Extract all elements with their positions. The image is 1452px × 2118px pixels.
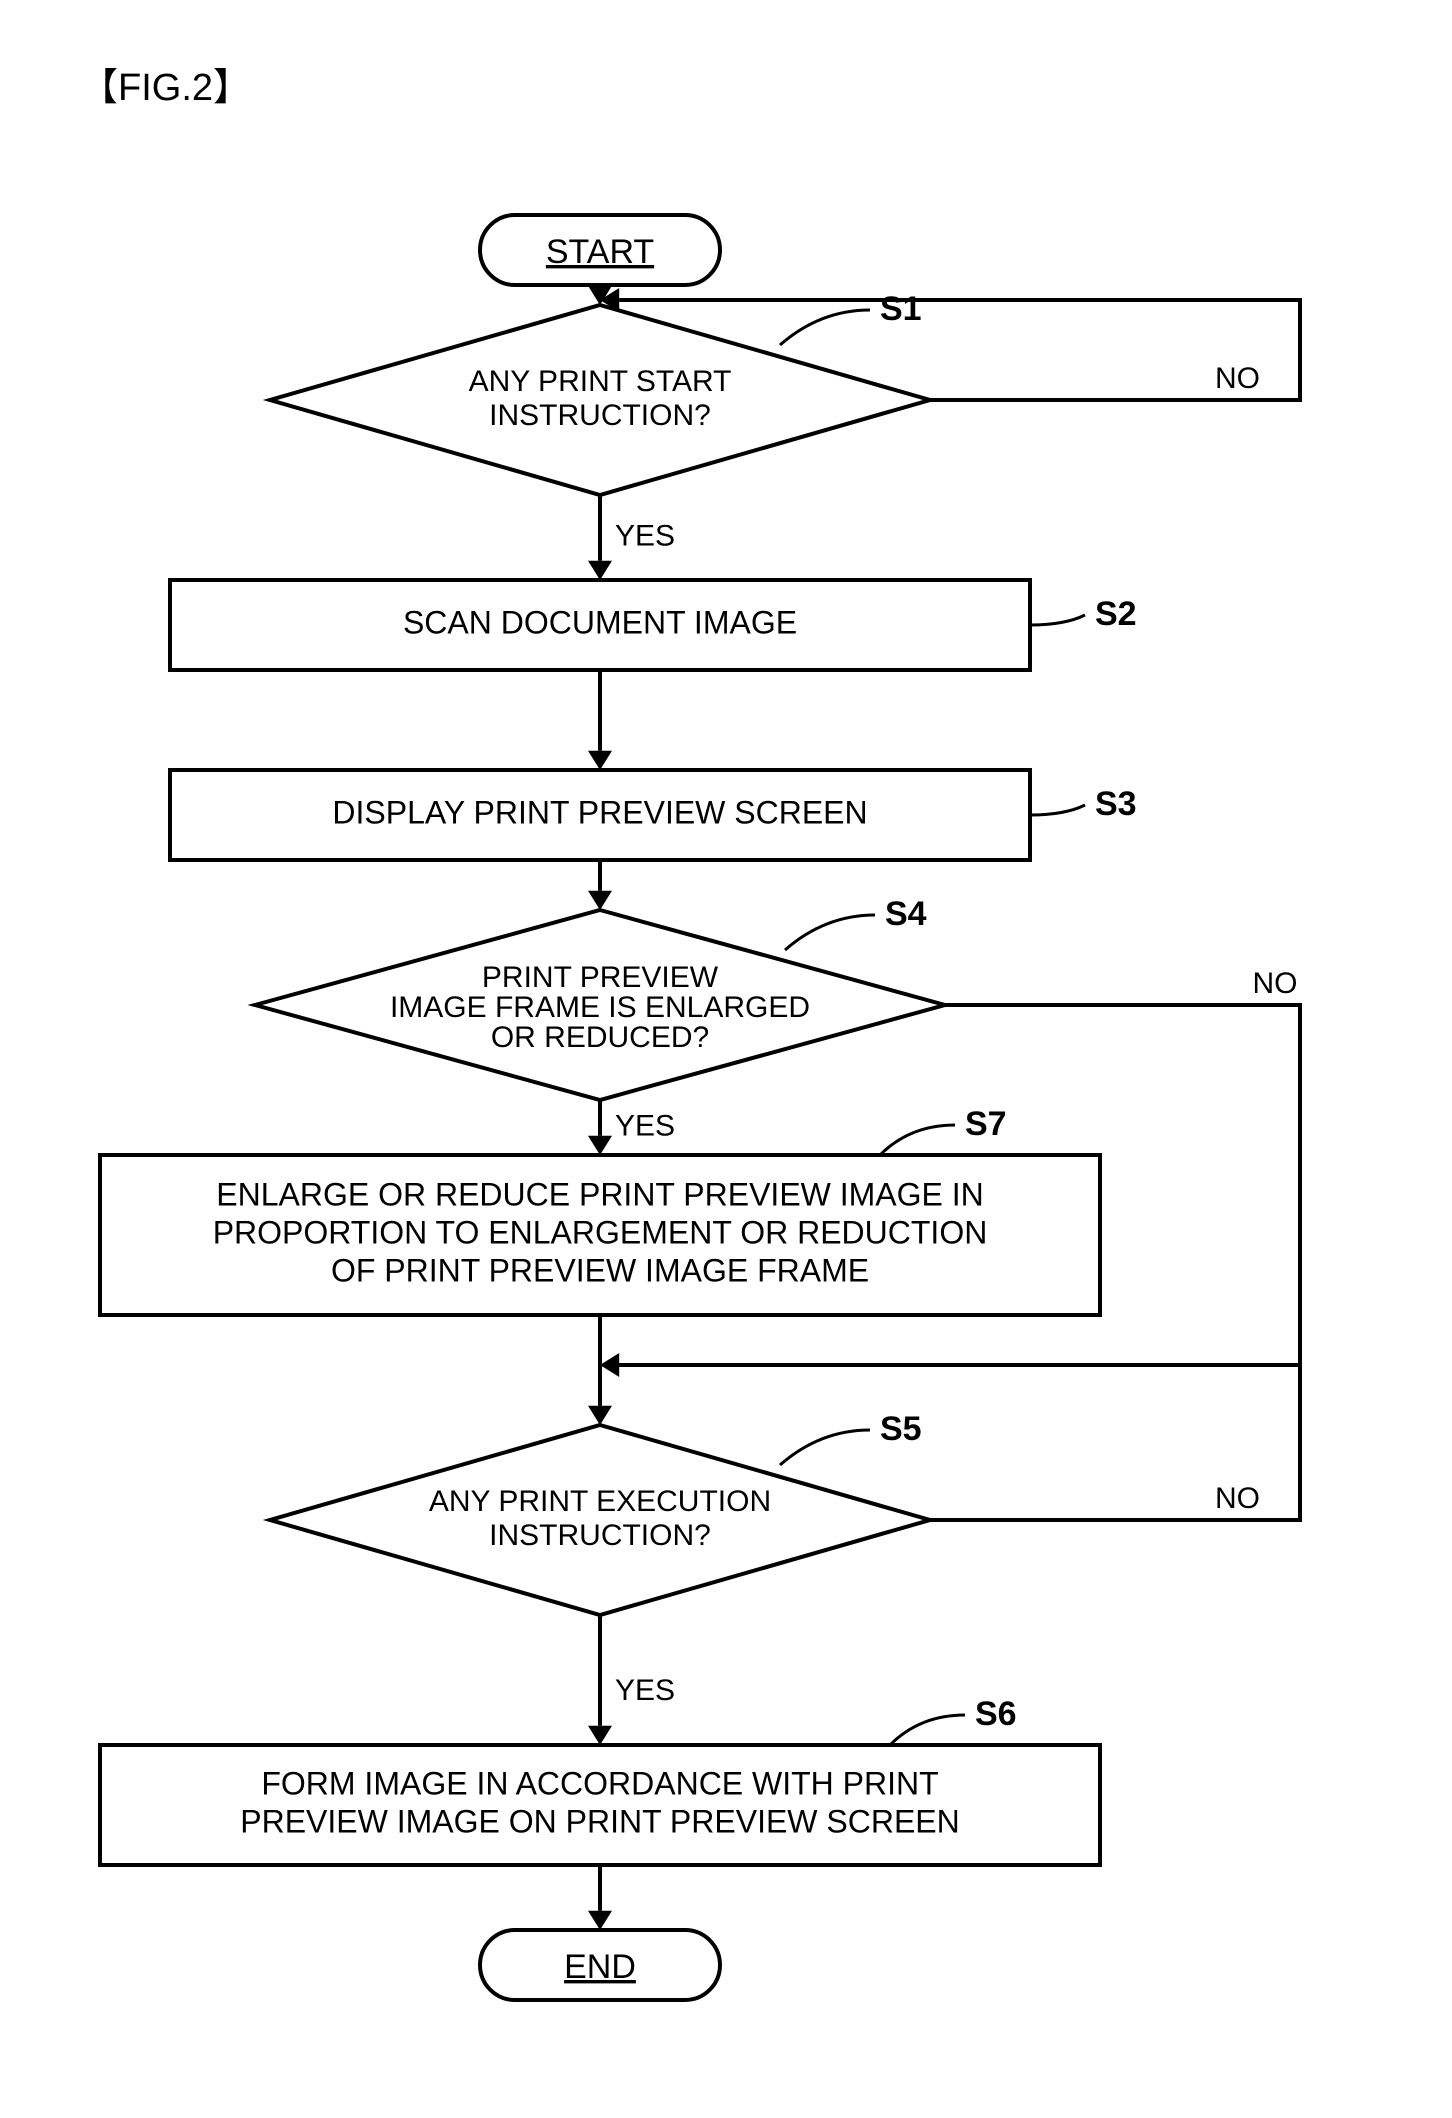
edge-s4-yes: YES	[615, 1110, 675, 1143]
step-tag-s7: S7	[965, 1105, 1007, 1143]
step-tag-s6: S6	[975, 1695, 1017, 1733]
svg-text:PROPORTION TO ENLARGEMENT OR R: PROPORTION TO ENLARGEMENT OR REDUCTION	[213, 1214, 988, 1250]
svg-text:IMAGE FRAME IS ENLARGED: IMAGE FRAME IS ENLARGED	[390, 991, 810, 1024]
svg-text:OR REDUCED?: OR REDUCED?	[491, 1021, 709, 1054]
figure-label: 【FIG.2】	[80, 67, 251, 109]
svg-text:DISPLAY PRINT PREVIEW SCREEN: DISPLAY PRINT PREVIEW SCREEN	[332, 794, 867, 830]
svg-text:FORM IMAGE IN ACCORDANCE WITH: FORM IMAGE IN ACCORDANCE WITH PRINT	[261, 1765, 938, 1801]
svg-text:ANY PRINT START: ANY PRINT START	[469, 365, 732, 398]
svg-text:ANY PRINT EXECUTION: ANY PRINT EXECUTION	[429, 1485, 771, 1518]
step-tag-s4: S4	[885, 895, 927, 933]
step-tag-s1: S1	[880, 290, 922, 328]
end-label: END	[564, 1948, 636, 1986]
edge-s5-yes: YES	[615, 1674, 675, 1707]
step-tag-s5: S5	[880, 1410, 922, 1448]
svg-text:ENLARGE OR REDUCE PRINT PREVIE: ENLARGE OR REDUCE PRINT PREVIEW IMAGE IN	[216, 1176, 984, 1212]
svg-text:INSTRUCTION?: INSTRUCTION?	[489, 399, 711, 432]
step-tag-s2: S2	[1095, 595, 1137, 633]
edge-s1-yes: YES	[615, 520, 675, 553]
svg-text:INSTRUCTION?: INSTRUCTION?	[489, 1519, 711, 1552]
svg-text:SCAN DOCUMENT IMAGE: SCAN DOCUMENT IMAGE	[403, 604, 797, 640]
svg-text:OF PRINT PREVIEW IMAGE FRAME: OF PRINT PREVIEW IMAGE FRAME	[331, 1252, 869, 1288]
start-label: START	[546, 233, 654, 271]
svg-text:PRINT PREVIEW: PRINT PREVIEW	[482, 961, 719, 994]
edge-s4-no: NO	[1253, 967, 1298, 1000]
step-tag-s3: S3	[1095, 785, 1137, 823]
edge-s1-no: NO	[1215, 362, 1260, 395]
edge-s5-no: NO	[1215, 1482, 1260, 1515]
svg-text:PREVIEW IMAGE ON PRINT PREVIEW: PREVIEW IMAGE ON PRINT PREVIEW SCREEN	[240, 1803, 960, 1839]
